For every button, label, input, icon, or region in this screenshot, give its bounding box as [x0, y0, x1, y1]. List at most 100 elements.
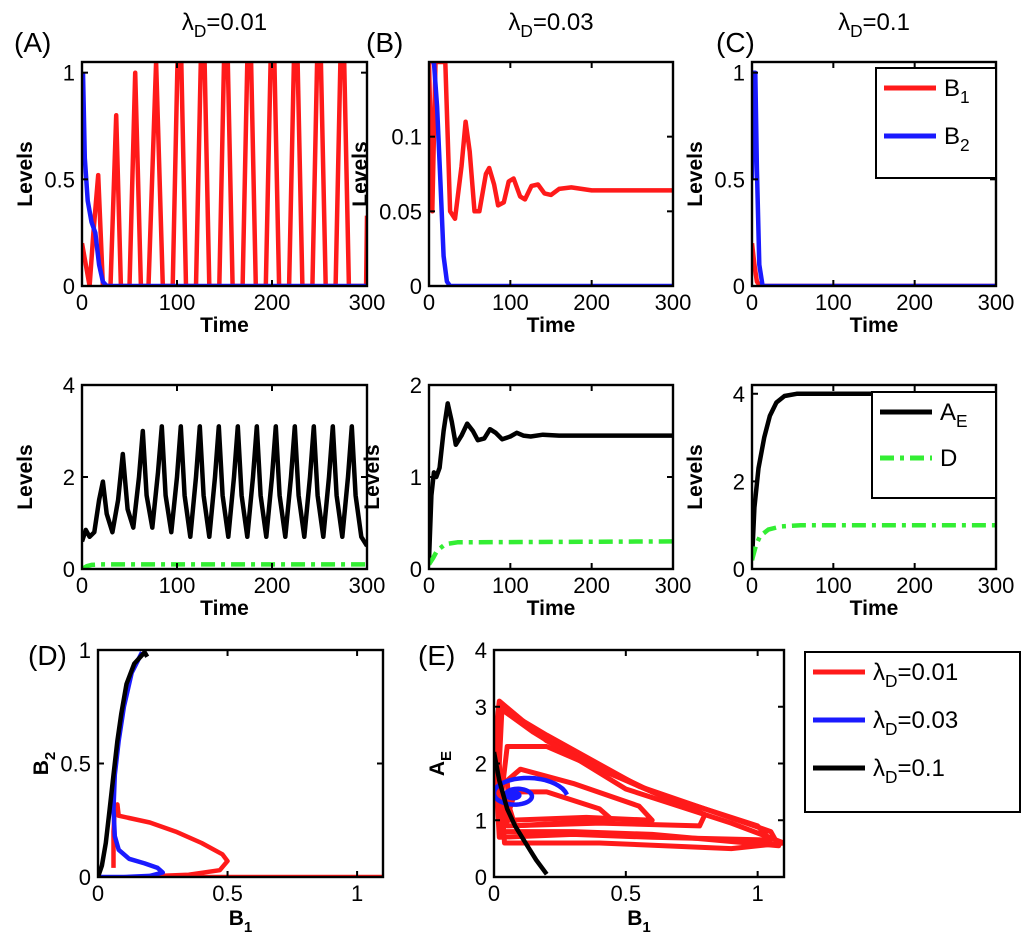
x-axis-label: Time — [200, 314, 249, 337]
y-tick-label: 1 — [63, 61, 75, 86]
y-tick-label: 0 — [63, 274, 75, 299]
x-tick-label: 100 — [492, 290, 529, 315]
y-axis-label: Levels — [361, 444, 384, 509]
legend-label: AE — [940, 399, 968, 431]
y-tick-label: 0 — [733, 274, 745, 299]
x-axis-label: Time — [850, 597, 899, 620]
x-tick-label: 1 — [351, 881, 363, 906]
plot-area — [98, 650, 383, 877]
chart-D: 0 0.5 1 0 0.5 1 B1 B2 (D) — [28, 638, 385, 936]
x-axis-label: Time — [527, 314, 576, 337]
y-tick-label: 4 — [475, 638, 487, 663]
y-tick-label: 0 — [733, 557, 745, 582]
series-D — [82, 562, 367, 569]
series-λD=0.01-loop — [496, 707, 784, 852]
x-tick-label: 300 — [349, 573, 386, 598]
y-tick-label: 0 — [410, 557, 422, 582]
panel-label: (D) — [28, 640, 67, 671]
series-A_E — [429, 401, 673, 560]
x-tick-label: 300 — [655, 290, 692, 315]
legend-label: λD=0.1 — [873, 755, 945, 787]
y-tick-label: 0 — [63, 557, 75, 582]
x-tick-label: 0.5 — [212, 881, 243, 906]
series-λD=0.1 — [98, 650, 150, 877]
chart-title: λD=0.01 — [182, 9, 267, 41]
chart-B-top: 0 100 200 300 0 0.05 0.1 Time Levels (B) λD=0.03 — [349, 9, 691, 337]
y-axis-label: Levels — [684, 444, 707, 509]
x-axis-label: Time — [527, 597, 576, 620]
x-tick-label: 200 — [573, 290, 610, 315]
x-tick-label: 0.5 — [611, 881, 642, 906]
series-B1 — [429, 62, 673, 222]
y-tick-label: 0.1 — [391, 125, 422, 150]
x-axis-label: B1 — [229, 907, 253, 936]
x-tick-label: 0 — [488, 881, 500, 906]
x-tick-label: 100 — [815, 290, 852, 315]
y-tick-label: 0.5 — [44, 167, 75, 192]
y-tick-label: 2 — [63, 465, 75, 490]
x-tick-label: 0 — [423, 573, 435, 598]
x-tick-label: 200 — [254, 290, 291, 315]
y-tick-label: 3 — [475, 695, 487, 720]
legend-label: B1 — [944, 75, 970, 107]
chart-E: 0 0.5 1 0 1 2 3 4 B1 AE (E) λD=0.01 λD=0.03 λD=0.1 — [418, 638, 1021, 936]
y-axis-label: B2 — [30, 752, 59, 776]
chart-A-top: 0 100 200 300 0 0.5 1 Time Levels (A) λD=0.01 — [14, 9, 385, 337]
x-tick-label: 200 — [254, 573, 291, 598]
y-tick-label: 2 — [475, 752, 487, 777]
x-tick-label: 0 — [76, 573, 88, 598]
chart-B-bottom: 0 100 200 300 0 1 2 Time Levels — [361, 373, 691, 620]
y-tick-label: 0 — [475, 865, 487, 890]
panel-label: (A) — [14, 27, 51, 58]
x-tick-label: 100 — [159, 573, 196, 598]
x-axis-label: Time — [850, 314, 899, 337]
series-A_E — [752, 391, 996, 561]
legend: λD=0.01 λD=0.03 λD=0.1 — [804, 651, 1021, 813]
plot-area — [82, 424, 367, 569]
legend: AE D — [871, 391, 997, 499]
series-λD=0.03 — [494, 775, 569, 807]
y-tick-label: 4 — [733, 382, 745, 407]
x-tick-label: 100 — [492, 573, 529, 598]
x-tick-label: 300 — [655, 573, 692, 598]
x-tick-label: 1 — [752, 881, 764, 906]
chart-C-top: 0 100 200 300 0 0.5 1 Time Levels (C) λD=0.1 B1 B2 — [684, 9, 1014, 337]
panel-label: (B) — [366, 27, 403, 58]
x-tick-label: 300 — [978, 573, 1015, 598]
legend-label: B2 — [944, 123, 970, 155]
legend-label: λD=0.03 — [873, 707, 958, 739]
series-B2 — [431, 62, 673, 286]
chart-title: λD=0.03 — [508, 9, 593, 41]
y-tick-label: 1 — [733, 61, 745, 86]
y-tick-label: 2 — [733, 469, 745, 494]
y-axis-label: Levels — [684, 141, 707, 206]
x-tick-label: 0 — [76, 290, 88, 315]
x-tick-label: 200 — [573, 573, 610, 598]
chart-C-bottom: 0 100 200 300 0 2 4 Time Levels AE D — [684, 382, 1014, 620]
series-D — [752, 522, 996, 561]
legend-label: D — [940, 445, 957, 472]
chart-A-bottom: 0 100 200 300 0 2 4 Time Levels — [14, 373, 385, 620]
plot-area — [494, 698, 784, 876]
series-D — [429, 539, 673, 566]
x-tick-label: 0 — [92, 881, 104, 906]
axes-frame — [80, 60, 369, 288]
legend-label: λD=0.01 — [873, 659, 958, 691]
x-tick-label: 100 — [815, 573, 852, 598]
y-axis-label: Levels — [14, 444, 37, 509]
x-tick-label: 0 — [423, 290, 435, 315]
axes-frame — [427, 60, 675, 288]
plot-area — [429, 62, 673, 286]
y-tick-label: 0.5 — [714, 167, 745, 192]
y-tick-label: 0 — [410, 274, 422, 299]
y-tick-label: 0.5 — [60, 752, 91, 777]
series-λD=0.01-loop — [499, 744, 708, 829]
series-B2 — [82, 72, 367, 286]
series-λD=0.1 — [494, 751, 549, 876]
series-A_E — [82, 424, 367, 548]
plot-area — [752, 391, 996, 561]
x-tick-label: 200 — [896, 573, 933, 598]
chart-title: λD=0.1 — [838, 9, 910, 41]
y-axis-label: Levels — [14, 141, 37, 206]
